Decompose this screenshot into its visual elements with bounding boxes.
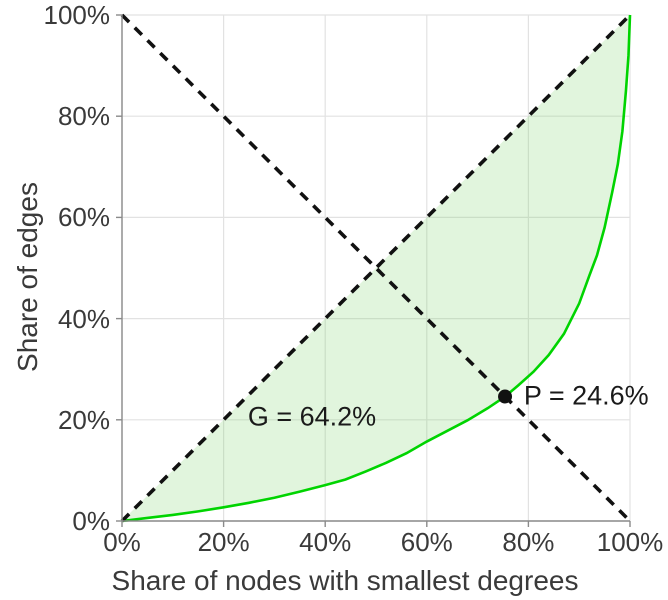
lorenz-curve-line <box>121 14 632 523</box>
y-tick-label: 20% <box>57 404 110 435</box>
y-tick-label: 80% <box>57 101 110 132</box>
x-tick-label: 20% <box>197 527 250 557</box>
intersection-point-annotation: P = 24.6% <box>523 380 649 411</box>
intersection-point-marker <box>498 389 513 404</box>
gini-shaded-area <box>122 15 630 521</box>
x-tick-label: 80% <box>502 527 555 557</box>
x-tick-label: 100% <box>596 527 664 557</box>
y-tick-label: 40% <box>57 303 110 334</box>
gini-coefficient-annotation: G = 64.2% <box>247 401 377 432</box>
x-tick-label: 40% <box>299 527 352 557</box>
anti-diagonal-line <box>120 13 632 523</box>
x-tick-label: 0% <box>103 527 141 557</box>
y-tick-label: 60% <box>57 202 110 233</box>
y-axis-label: Share of edges <box>12 182 43 372</box>
y-tick-label: 0% <box>72 506 110 536</box>
y-tick-label: 100% <box>43 0 111 30</box>
equality-diagonal-line <box>120 13 632 523</box>
x-tick-label: 60% <box>400 527 453 557</box>
x-axis-label: Share of nodes with smallest degrees <box>111 565 579 596</box>
